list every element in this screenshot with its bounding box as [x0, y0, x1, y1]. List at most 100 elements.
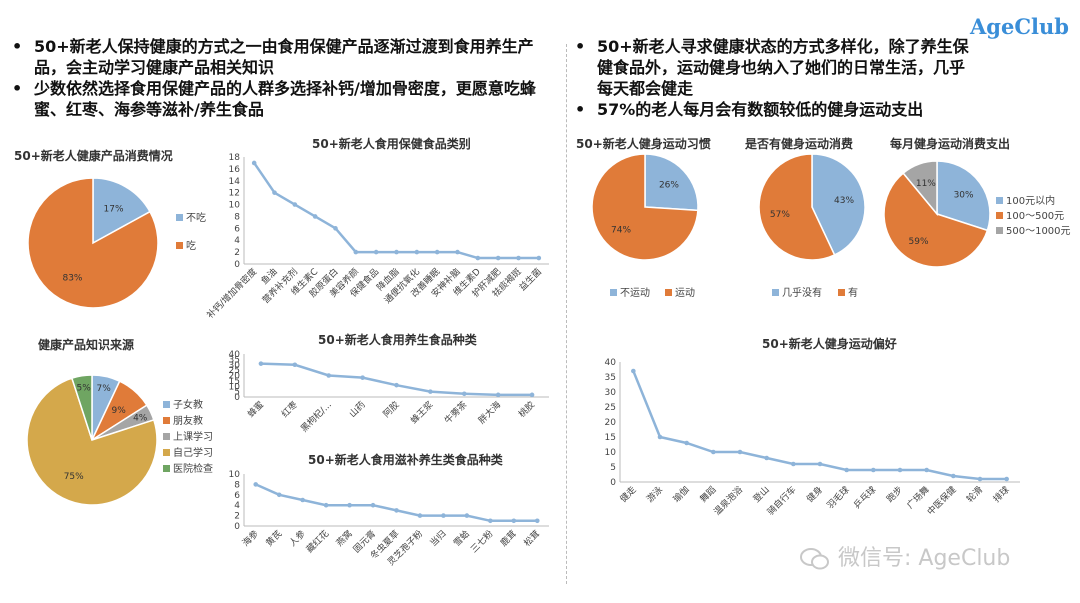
x-tick-label: 益生菌 — [516, 266, 544, 294]
data-point — [428, 389, 433, 394]
x-tick-label: 中医保健 — [925, 484, 959, 518]
chart-title: 每月健身运动消费支出 — [890, 137, 1011, 151]
x-tick-label: 雪蛤 — [451, 528, 472, 549]
x-tick-label: 三七粉 — [468, 528, 496, 556]
legend-swatch — [163, 417, 170, 424]
pie-slice — [591, 153, 699, 261]
data-point — [737, 449, 743, 455]
right-bullets: 50+新老人寻求健康状态的方式多样化，除了养生保健食品外，运动健身也纳入了她们的… — [571, 36, 971, 120]
y-tick-label: 18 — [229, 153, 241, 163]
legend-label: 500～1000元 — [1006, 226, 1071, 237]
ageclub-logo: AgeClub — [970, 14, 1069, 39]
data-point — [276, 492, 282, 498]
chart-title: 50+新老人健身运动习惯 — [576, 137, 711, 151]
y-tick-label: 5 — [234, 388, 240, 398]
data-point — [394, 382, 399, 388]
slice-label: 43% — [834, 196, 854, 206]
pie-slice — [70, 374, 93, 441]
x-tick-label: 蜂王浆 — [408, 399, 436, 427]
data-point — [897, 467, 903, 473]
data-point — [871, 467, 876, 473]
y-tick-label: 30 — [229, 361, 241, 371]
y-tick-label: 10 — [229, 201, 241, 211]
x-tick-label: 山药 — [347, 399, 368, 420]
data-point — [461, 391, 467, 397]
data-point — [417, 513, 423, 518]
x-tick-label: 当归 — [427, 528, 448, 549]
data-point — [475, 255, 481, 261]
legend-swatch — [163, 465, 170, 472]
slice-label: 11% — [916, 179, 936, 189]
slice-label: 59% — [909, 237, 929, 247]
wechat-icon — [800, 548, 829, 570]
x-tick-label: 舞蹈 — [698, 484, 719, 505]
slice-label: 75% — [64, 472, 84, 482]
y-tick-label: 25 — [229, 366, 240, 376]
data-point — [495, 392, 501, 398]
data-point — [394, 508, 399, 513]
data-point — [924, 467, 929, 473]
y-tick-label: 15 — [605, 433, 616, 443]
pie-slice — [902, 160, 938, 217]
data-point — [657, 434, 663, 440]
data-point — [441, 513, 446, 518]
legend-label: 上课学习 — [173, 430, 213, 443]
data-point — [764, 455, 769, 461]
y-tick-label: 0 — [610, 478, 616, 488]
legend-label: 不运动 — [620, 287, 650, 299]
y-tick-label: 25 — [605, 403, 616, 413]
slice-label: 9% — [112, 406, 127, 416]
chart-title: 健康产品知识来源 — [38, 338, 135, 352]
data-point — [488, 518, 493, 524]
y-tick-label: 15 — [229, 377, 240, 387]
x-tick-label: 黑枸杞/... — [298, 399, 334, 435]
x-tick-label: 桃胶 — [516, 399, 537, 420]
data-point — [253, 482, 259, 487]
legend-swatch — [996, 197, 1003, 204]
x-tick-label: 阿胶 — [380, 399, 401, 420]
slice-label: 26% — [659, 181, 679, 191]
x-tick-label: 燕窝 — [333, 528, 354, 549]
data-point — [347, 502, 352, 508]
y-tick-label: 4 — [234, 501, 240, 511]
x-tick-label: 骑自行车 — [765, 484, 799, 518]
x-tick-label: 蜂蜜 — [245, 399, 266, 420]
x-tick-label: 松茸 — [521, 528, 542, 549]
watermark-text: 微信号: AgeClub — [838, 546, 1011, 571]
data-point — [511, 518, 517, 524]
bullet-text: 少数依然选择食用保健产品的人群多选择补钙/增加骨密度，更愿意吃蜂蜜、红枣、海参等… — [8, 78, 553, 120]
legend-label: 几乎没有 — [782, 286, 822, 299]
data-point — [251, 160, 257, 166]
legend-swatch — [163, 433, 170, 440]
x-tick-label: 广场舞 — [904, 484, 932, 512]
x-tick-label: 温泉泡浴 — [711, 484, 745, 518]
data-point — [536, 255, 542, 261]
x-tick-label: 海参 — [240, 528, 261, 549]
y-tick-label: 20 — [229, 372, 241, 382]
y-tick-label: 0 — [234, 393, 240, 403]
chart-title: 50+新老人健身运动偏好 — [762, 337, 897, 351]
legend-swatch — [996, 227, 1003, 234]
section-divider — [566, 44, 567, 584]
series-line — [253, 162, 539, 260]
data-point — [455, 249, 460, 255]
x-tick-label: 补钙/增加骨密度 — [204, 266, 259, 321]
bullet-text: 57%的老人每月会有数额较低的健身运动支出 — [571, 99, 971, 120]
data-point — [791, 461, 796, 467]
legend-label: 运动 — [675, 287, 695, 299]
data-point — [272, 190, 277, 195]
data-point — [844, 467, 849, 473]
legend-label: 100～500元 — [1006, 211, 1064, 222]
slice-label: 4% — [133, 413, 148, 423]
chart-title: 50+新老人食用滋补养生类食品种类 — [308, 453, 503, 467]
slice-label: 7% — [96, 384, 111, 394]
data-point — [333, 226, 338, 231]
data-point — [434, 249, 440, 255]
data-point — [534, 518, 540, 524]
x-tick-label: 红枣 — [279, 399, 300, 420]
legend-label: 不吃 — [186, 211, 206, 224]
data-point — [292, 202, 298, 207]
y-tick-label: 40 — [229, 350, 241, 360]
slice-label: 74% — [611, 225, 631, 235]
